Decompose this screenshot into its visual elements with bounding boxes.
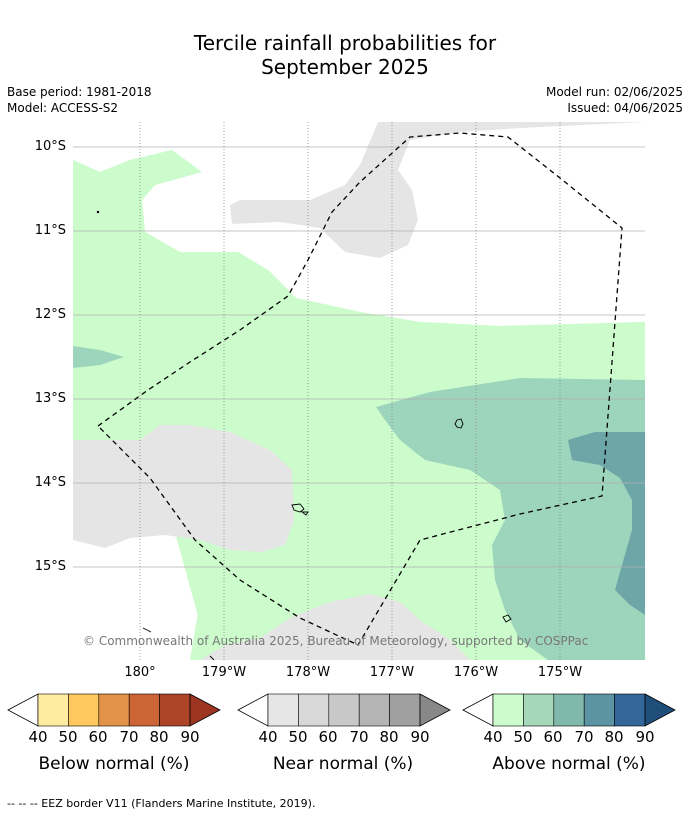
colorbar-segment	[159, 693, 191, 727]
colorbar-segment	[523, 693, 555, 727]
tick-label: 90	[635, 728, 655, 746]
lat-label-10s: 10°S	[34, 139, 66, 154]
colorbars	[7, 693, 676, 727]
map-title-line2: September 2025	[261, 55, 429, 79]
eez-footnote: -- -- -- EEZ border V11 (Flanders Marine…	[7, 797, 316, 810]
meta-right: Model run: 02/06/2025 Issued: 04/06/2025	[546, 84, 683, 116]
tick-label: 50	[513, 728, 533, 746]
tick-label: 40	[28, 728, 48, 746]
issued-date: Issued: 04/06/2025	[567, 101, 683, 115]
colorbar-title-near: Near normal (%)	[272, 754, 414, 774]
tick-label: 90	[410, 728, 430, 746]
colorbar-near-normal	[237, 693, 451, 727]
latitude-gridlines	[73, 146, 645, 568]
colorbar-high-extension	[419, 693, 451, 727]
above-normal-50-west	[73, 346, 124, 368]
tick-label: 70	[119, 728, 139, 746]
colorbar-above-normal	[462, 693, 676, 727]
colorbar-segment	[98, 693, 130, 727]
map-title-line1: Tercile rainfall probabilities for	[193, 31, 497, 55]
colorbar-segment	[358, 693, 390, 727]
colorbar-high-extension	[644, 693, 676, 727]
colorbar-segment	[68, 693, 100, 727]
lon-label-180: 180°	[124, 665, 156, 680]
tick-label: 70	[574, 728, 594, 746]
colorbar-title-above: Above normal (%)	[492, 754, 646, 774]
lat-label-11s: 11°S	[34, 223, 66, 238]
near-normal-north	[230, 122, 645, 258]
island-wallis	[454, 418, 464, 429]
colorbar-segment	[37, 693, 69, 727]
colorbar-low-extension	[237, 693, 269, 727]
colorbar-segment	[553, 693, 585, 727]
meta-left: Base period: 1981-2018 Model: ACCESS-S2	[7, 84, 152, 116]
tick-label: 50	[288, 728, 308, 746]
copyright-text: © Commonwealth of Australia 2025, Bureau…	[83, 634, 589, 648]
tick-label: 90	[180, 728, 200, 746]
lon-label-179w: 179°W	[201, 665, 247, 680]
model-run: Model run: 02/06/2025	[545, 85, 683, 99]
lat-label-15s: 15°S	[34, 559, 66, 574]
colorbar-segment	[614, 693, 646, 727]
tick-label: 40	[258, 728, 278, 746]
tick-label: 60	[543, 728, 563, 746]
above-normal-60-east	[568, 432, 645, 615]
colorbar-segment	[583, 693, 615, 727]
tick-label: 80	[604, 728, 624, 746]
tick-label: 60	[318, 728, 338, 746]
near-normal-south	[200, 594, 470, 660]
colorbar-segment	[328, 693, 360, 727]
colorbar-segment	[128, 693, 160, 727]
colorbar-below-normal	[7, 693, 221, 727]
lon-label-177w: 177°W	[369, 665, 415, 680]
islands	[96, 210, 512, 660]
lon-label-178w: 178°W	[285, 665, 331, 680]
colorbar-low-extension	[462, 693, 494, 727]
colorbar-segment	[492, 693, 524, 727]
base-period: Base period: 1981-2018	[7, 85, 152, 99]
colorbar-segment	[389, 693, 421, 727]
tick-label: 50	[58, 728, 78, 746]
lon-label-176w: 176°W	[453, 665, 499, 680]
colorbar-title-below: Below normal (%)	[38, 754, 190, 774]
lon-label-175w: 175°W	[537, 665, 583, 680]
tick-label: 40	[483, 728, 503, 746]
colorbar-low-extension	[7, 693, 39, 727]
colorbar-segment	[267, 693, 299, 727]
colorbar-segment	[298, 693, 330, 727]
tick-label: 60	[88, 728, 108, 746]
tick-label: 70	[349, 728, 369, 746]
tick-label: 80	[379, 728, 399, 746]
island-futuna	[291, 503, 309, 516]
eez-border	[96, 132, 623, 646]
colorbar-high-extension	[189, 693, 221, 727]
tick-label: 80	[149, 728, 169, 746]
lat-label-13s: 13°S	[34, 391, 66, 406]
lat-label-14s: 14°S	[34, 475, 66, 490]
model-name: Model: ACCESS-S2	[7, 101, 119, 115]
lat-label-12s: 12°S	[34, 307, 66, 322]
island-south	[502, 614, 512, 623]
